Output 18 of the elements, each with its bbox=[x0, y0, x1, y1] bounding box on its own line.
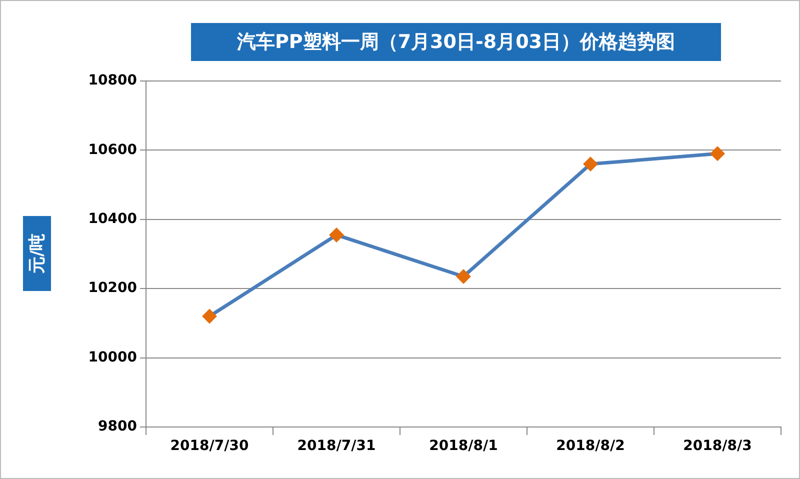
point bbox=[330, 228, 344, 242]
point bbox=[456, 270, 470, 284]
point bbox=[710, 146, 724, 160]
x-tick-label: 2018/8/2 bbox=[556, 438, 625, 454]
point bbox=[202, 310, 216, 324]
x-tick-label: 2018/7/30 bbox=[170, 438, 249, 454]
x-tick-label: 2018/8/3 bbox=[683, 438, 752, 454]
y-tick-label: 10600 bbox=[88, 142, 138, 158]
y-tick-label: 10400 bbox=[88, 211, 138, 228]
x-tick-label: 2018/7/31 bbox=[297, 438, 376, 454]
y-tick-label: 10000 bbox=[88, 349, 138, 366]
chart-title: 汽车PP塑料一周（7月30日-8月03日）价格趋势图 bbox=[191, 23, 721, 61]
y-tick-label: 10200 bbox=[88, 280, 138, 296]
x-tick-label: 2018/8/1 bbox=[429, 438, 498, 454]
y-tick-label: 9800 bbox=[98, 418, 138, 435]
y-tick-label: 10800 bbox=[88, 72, 138, 89]
y-axis-title: 元/吨 bbox=[26, 233, 48, 274]
point bbox=[584, 157, 598, 171]
